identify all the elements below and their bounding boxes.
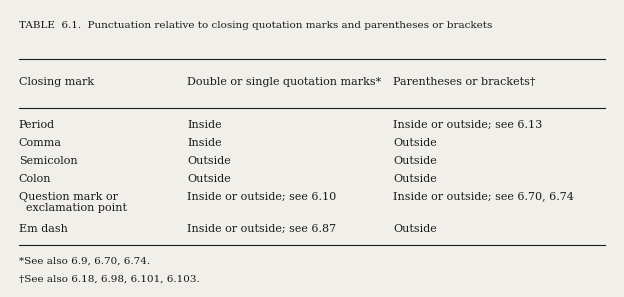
Text: Inside or outside; see 6.70, 6.74: Inside or outside; see 6.70, 6.74 <box>393 192 574 202</box>
Text: Inside or outside; see 6.13: Inside or outside; see 6.13 <box>393 120 542 130</box>
Text: Outside: Outside <box>393 174 437 184</box>
Text: Colon: Colon <box>19 174 51 184</box>
Text: Closing mark: Closing mark <box>19 77 94 87</box>
Text: Comma: Comma <box>19 138 62 148</box>
Text: Period: Period <box>19 120 55 130</box>
Text: Double or single quotation marks*: Double or single quotation marks* <box>187 77 381 87</box>
Text: Semicolon: Semicolon <box>19 156 77 166</box>
Text: Em dash: Em dash <box>19 224 67 234</box>
Text: TABLE  6.1.  Punctuation relative to closing quotation marks and parentheses or : TABLE 6.1. Punctuation relative to closi… <box>19 21 492 30</box>
Text: Outside: Outside <box>393 138 437 148</box>
Text: Parentheses or brackets†: Parentheses or brackets† <box>393 77 535 87</box>
Text: †See also 6.18, 6.98, 6.101, 6.103.: †See also 6.18, 6.98, 6.101, 6.103. <box>19 275 200 284</box>
Text: Outside: Outside <box>393 156 437 166</box>
Text: Question mark or
  exclamation point: Question mark or exclamation point <box>19 192 127 213</box>
Text: Inside or outside; see 6.10: Inside or outside; see 6.10 <box>187 192 336 202</box>
Text: Outside: Outside <box>187 156 231 166</box>
Text: Inside or outside; see 6.87: Inside or outside; see 6.87 <box>187 224 336 234</box>
Text: Inside: Inside <box>187 120 222 130</box>
Text: Outside: Outside <box>187 174 231 184</box>
Text: Outside: Outside <box>393 224 437 234</box>
Text: *See also 6.9, 6.70, 6.74.: *See also 6.9, 6.70, 6.74. <box>19 257 150 266</box>
Text: Inside: Inside <box>187 138 222 148</box>
